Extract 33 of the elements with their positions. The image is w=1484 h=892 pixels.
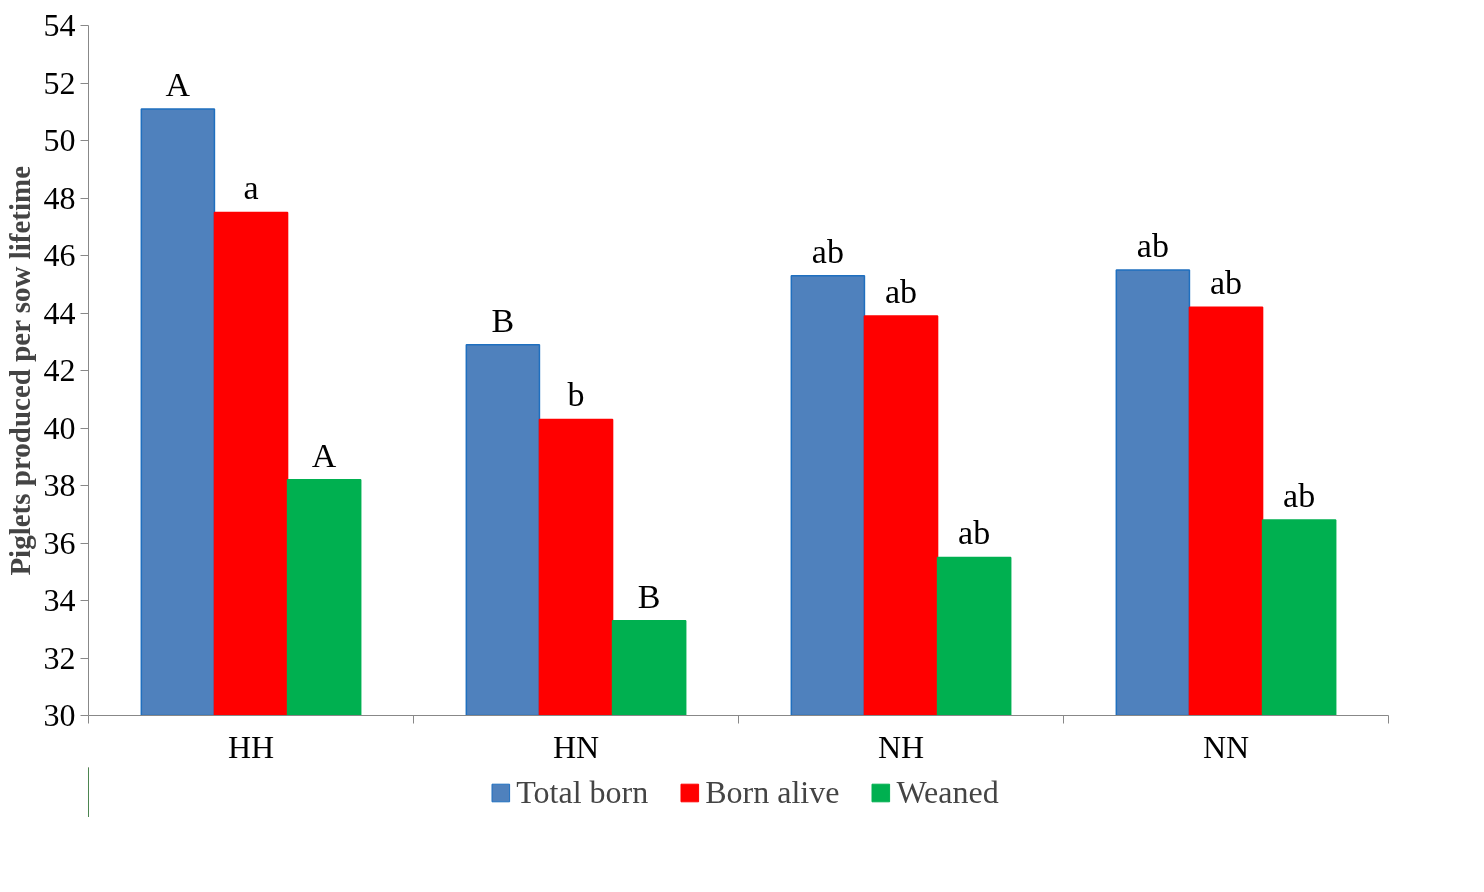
legend-label: Born alive [705, 773, 840, 811]
y-tick-label: 40 [43, 409, 76, 446]
y-tick-label: 34 [43, 582, 76, 618]
x-tick-label: NN [1202, 728, 1250, 765]
data-label: A [311, 436, 337, 474]
y-tick-label: 54 [43, 7, 76, 43]
data-label: B [491, 301, 515, 339]
data-label: ab [884, 272, 918, 310]
y-tick-label: 30 [43, 697, 76, 733]
legend-label: Total born [516, 773, 649, 811]
data-label: a [243, 169, 259, 207]
y-axis-title: Piglets produced per sow lifetime [3, 165, 36, 576]
data-label: ab [1136, 226, 1169, 264]
y-tick-label: 36 [43, 524, 76, 561]
x-tick-label: HN [552, 728, 600, 765]
y-tick-label: 32 [43, 639, 76, 676]
y-tick-label: 38 [43, 467, 76, 503]
y-tick-label: 42 [43, 352, 76, 388]
x-tick-label: NH [877, 728, 925, 765]
y-tick-label: 46 [43, 237, 76, 273]
y-tick-label: 44 [43, 294, 76, 331]
data-label: ab [958, 514, 991, 552]
y-tick-label: 48 [43, 179, 76, 216]
y-tick-label: 50 [43, 122, 76, 158]
data-label: A [165, 65, 191, 103]
data-label: B [637, 577, 661, 615]
data-label: ab [1283, 477, 1316, 514]
data-label: b [567, 376, 585, 414]
x-tick-label: HH [227, 728, 275, 765]
y-tick-label: 52 [43, 64, 76, 101]
legend-label: Weaned [896, 773, 999, 811]
data-label: ab [811, 232, 844, 270]
data-label: ab [1209, 264, 1243, 302]
